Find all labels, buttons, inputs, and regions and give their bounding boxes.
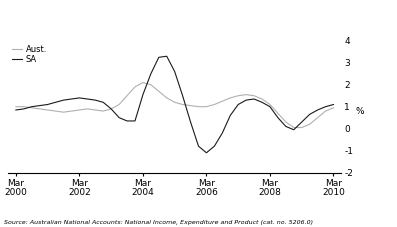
SA bbox=[212, 145, 217, 148]
SA bbox=[252, 98, 256, 100]
SA bbox=[323, 105, 328, 108]
SA bbox=[283, 125, 288, 128]
SA bbox=[85, 98, 90, 100]
Aust. bbox=[61, 111, 66, 114]
Aust. bbox=[283, 121, 288, 123]
Text: Source: Australian National Accounts: National Income, Expenditure and Product (: Source: Australian National Accounts: Na… bbox=[4, 220, 313, 225]
Y-axis label: %: % bbox=[356, 107, 364, 116]
SA bbox=[141, 93, 145, 96]
SA bbox=[29, 105, 34, 108]
Aust. bbox=[291, 126, 296, 129]
SA bbox=[172, 70, 177, 73]
Aust. bbox=[331, 106, 336, 109]
Aust. bbox=[180, 103, 185, 106]
Aust. bbox=[69, 110, 74, 112]
Aust. bbox=[13, 105, 18, 108]
SA bbox=[148, 72, 153, 75]
Aust. bbox=[101, 110, 106, 112]
SA bbox=[236, 103, 241, 106]
Aust. bbox=[299, 126, 304, 129]
Aust. bbox=[29, 106, 34, 109]
SA bbox=[45, 103, 50, 106]
SA bbox=[291, 128, 296, 131]
Aust. bbox=[212, 103, 217, 106]
SA bbox=[204, 151, 209, 154]
Aust. bbox=[109, 108, 114, 110]
Aust. bbox=[244, 93, 249, 96]
SA bbox=[109, 108, 114, 110]
SA bbox=[244, 99, 249, 101]
SA bbox=[315, 109, 320, 111]
SA bbox=[117, 116, 121, 119]
Aust. bbox=[133, 86, 137, 88]
SA bbox=[276, 116, 280, 119]
Aust. bbox=[260, 98, 264, 100]
SA bbox=[260, 101, 264, 104]
Legend: Aust., SA: Aust., SA bbox=[9, 42, 50, 68]
Aust. bbox=[204, 105, 209, 108]
SA bbox=[156, 56, 161, 59]
Aust. bbox=[148, 83, 153, 86]
Aust. bbox=[228, 96, 233, 99]
Aust. bbox=[276, 112, 280, 115]
Aust. bbox=[172, 101, 177, 104]
Aust. bbox=[93, 109, 98, 111]
SA bbox=[101, 101, 106, 104]
Aust. bbox=[156, 90, 161, 93]
SA bbox=[69, 98, 74, 100]
SA bbox=[228, 114, 233, 117]
Aust. bbox=[85, 108, 90, 110]
SA bbox=[164, 55, 169, 58]
SA bbox=[77, 96, 82, 99]
Aust. bbox=[37, 108, 42, 110]
SA bbox=[133, 120, 137, 122]
SA bbox=[196, 145, 201, 148]
Aust. bbox=[220, 100, 225, 103]
SA bbox=[331, 103, 336, 106]
SA bbox=[299, 121, 304, 123]
Line: SA: SA bbox=[16, 56, 333, 153]
SA bbox=[61, 99, 66, 101]
SA bbox=[125, 120, 129, 122]
Aust. bbox=[117, 103, 121, 106]
SA bbox=[220, 132, 225, 134]
SA bbox=[307, 113, 312, 116]
Aust. bbox=[252, 94, 256, 97]
Aust. bbox=[268, 103, 272, 106]
Aust. bbox=[164, 96, 169, 99]
SA bbox=[93, 99, 98, 101]
SA bbox=[37, 104, 42, 107]
SA bbox=[180, 94, 185, 97]
Aust. bbox=[125, 94, 129, 97]
Aust. bbox=[77, 109, 82, 111]
SA bbox=[188, 121, 193, 123]
Aust. bbox=[315, 116, 320, 119]
SA bbox=[21, 108, 26, 110]
Aust. bbox=[53, 110, 58, 112]
SA bbox=[13, 109, 18, 111]
Aust. bbox=[323, 110, 328, 112]
Aust. bbox=[307, 123, 312, 126]
SA bbox=[268, 105, 272, 108]
Aust. bbox=[45, 109, 50, 111]
Aust. bbox=[21, 105, 26, 108]
Aust. bbox=[236, 94, 241, 97]
Aust. bbox=[188, 104, 193, 107]
Aust. bbox=[196, 105, 201, 108]
SA bbox=[53, 101, 58, 104]
Line: Aust.: Aust. bbox=[16, 83, 333, 128]
Aust. bbox=[141, 81, 145, 84]
